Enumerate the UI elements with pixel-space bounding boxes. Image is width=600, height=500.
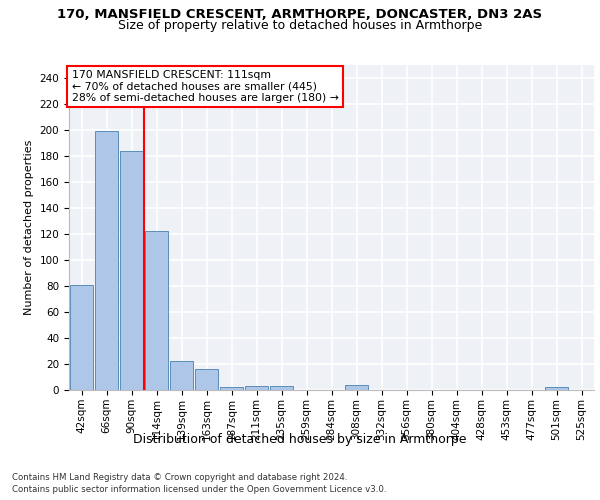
Bar bbox=[119, 151, 143, 390]
Bar bbox=[70, 284, 94, 390]
Bar bbox=[245, 386, 268, 390]
Text: 170 MANSFIELD CRESCENT: 111sqm
← 70% of detached houses are smaller (445)
28% of: 170 MANSFIELD CRESCENT: 111sqm ← 70% of … bbox=[71, 70, 338, 103]
Bar bbox=[194, 369, 218, 390]
Text: Contains HM Land Registry data © Crown copyright and database right 2024.: Contains HM Land Registry data © Crown c… bbox=[12, 472, 347, 482]
Bar bbox=[220, 388, 244, 390]
Text: Contains public sector information licensed under the Open Government Licence v3: Contains public sector information licen… bbox=[12, 485, 386, 494]
Y-axis label: Number of detached properties: Number of detached properties bbox=[24, 140, 34, 315]
Bar bbox=[344, 385, 368, 390]
Bar bbox=[145, 232, 169, 390]
Text: 170, MANSFIELD CRESCENT, ARMTHORPE, DONCASTER, DN3 2AS: 170, MANSFIELD CRESCENT, ARMTHORPE, DONC… bbox=[58, 8, 542, 20]
Bar bbox=[95, 132, 118, 390]
Bar bbox=[269, 386, 293, 390]
Bar bbox=[545, 388, 568, 390]
Text: Distribution of detached houses by size in Armthorpe: Distribution of detached houses by size … bbox=[133, 432, 467, 446]
Text: Size of property relative to detached houses in Armthorpe: Size of property relative to detached ho… bbox=[118, 19, 482, 32]
Bar bbox=[170, 362, 193, 390]
